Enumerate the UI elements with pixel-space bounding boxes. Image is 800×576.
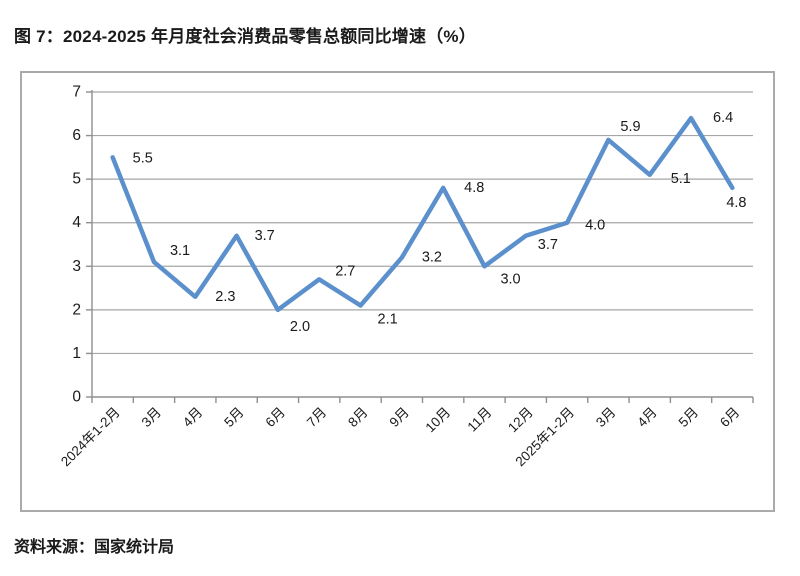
- y-tick-label: 7: [72, 84, 81, 101]
- x-category-label: 4月: [634, 405, 659, 430]
- chart-frame: 0 1 2 3 4 5 6 7 2024年1-2月 3月 4月 5月 6月 7月 8月 9月 10月 11月 12月…: [20, 71, 775, 512]
- data-label: 2.1: [378, 312, 398, 328]
- data-label: 4.0: [585, 218, 605, 234]
- y-tick-label: 5: [72, 171, 81, 188]
- y-tick-label: 6: [72, 127, 81, 144]
- data-label: 3.7: [255, 228, 275, 244]
- data-label: 5.1: [671, 171, 691, 187]
- x-category-label: 5月: [221, 405, 246, 430]
- x-category-label: 6月: [717, 405, 742, 430]
- data-label: 5.5: [133, 150, 153, 166]
- data-label: 6.4: [713, 110, 733, 126]
- data-label: 5.9: [620, 119, 640, 135]
- x-category-label: 3月: [593, 405, 618, 430]
- data-label: 3.1: [170, 243, 190, 259]
- x-category-label: 5月: [676, 405, 701, 430]
- x-category-label: 3月: [139, 405, 164, 430]
- x-category-label: 7月: [304, 405, 329, 430]
- data-label: 3.7: [538, 237, 558, 253]
- x-category-label: 10月: [422, 405, 453, 436]
- figure-title: 图 7：2024-2025 年月度社会消费品零售总额同比增速（%）: [14, 27, 476, 46]
- line-chart: 0 1 2 3 4 5 6 7 2024年1-2月 3月 4月 5月 6月 7月 8月 9月 10月 11月 12月…: [58, 84, 754, 470]
- y-tick-label: 4: [72, 214, 81, 231]
- series-line: [110, 115, 735, 313]
- y-tick-label: 3: [72, 258, 81, 275]
- x-category-label: 11月: [465, 405, 495, 435]
- y-tick-label: 1: [72, 345, 81, 362]
- x-category-label: 8月: [345, 405, 370, 430]
- x-category-label: 2024年1-2月: [58, 405, 123, 470]
- source-note: 资料来源：国家统计局: [14, 539, 175, 556]
- x-category-label: 9月: [386, 405, 411, 430]
- y-tick-label: 0: [72, 389, 81, 406]
- x-category-label: 4月: [180, 405, 205, 430]
- data-label: 3.0: [500, 271, 520, 287]
- data-label: 2.7: [335, 263, 355, 279]
- data-label: 4.8: [726, 195, 746, 211]
- y-tick-label: 2: [72, 301, 81, 318]
- data-label: 4.8: [464, 180, 484, 196]
- data-label: 2.3: [215, 289, 235, 305]
- x-category-label: 6月: [263, 405, 288, 430]
- data-label: 3.2: [422, 250, 442, 266]
- x-category-label: 12月: [505, 405, 536, 436]
- data-label: 2.0: [290, 319, 310, 335]
